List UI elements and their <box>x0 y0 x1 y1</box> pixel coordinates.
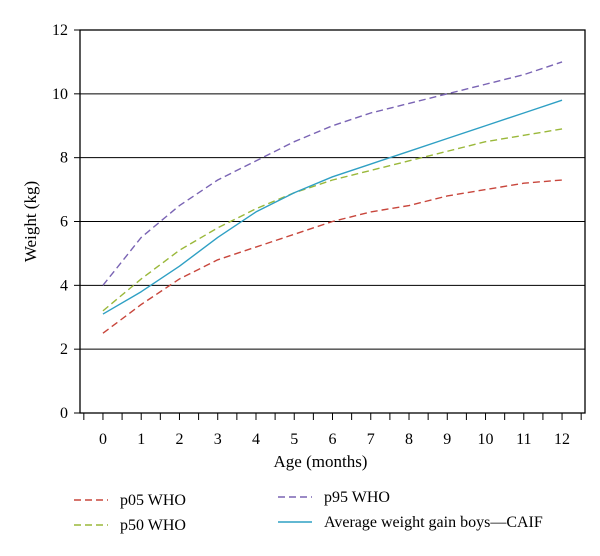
y-tick-label: 2 <box>60 341 68 358</box>
series-line <box>102 61 563 286</box>
y-tick-label: 12 <box>52 22 68 39</box>
y-tick-label: 10 <box>52 86 68 103</box>
series-line <box>102 179 563 334</box>
x-tick-label: 10 <box>478 431 494 448</box>
x-axis-title: Age (months) <box>274 452 368 471</box>
y-axis-title: Weight (kg) <box>21 181 40 262</box>
y-tick-label: 6 <box>60 214 68 231</box>
legend-label: p50 WHO <box>120 517 186 534</box>
x-tick-label: 3 <box>214 431 222 448</box>
legend: p05 WHO p50 WHO p95 WHO Average weight gain… <box>74 489 543 534</box>
series-line <box>102 99 563 315</box>
x-tick-label: 11 <box>516 431 531 448</box>
x-tick-label: 7 <box>367 431 375 448</box>
y-tick-label: 4 <box>60 277 68 294</box>
legend-label: p95 WHO <box>324 489 390 506</box>
x-tick-label: 0 <box>99 431 107 448</box>
series-line <box>102 128 563 312</box>
x-tick-label: 1 <box>137 431 145 448</box>
x-tick-label: 12 <box>554 431 570 448</box>
x-tick-label: 8 <box>405 431 413 448</box>
series-lines <box>102 61 563 334</box>
y-tick-label: 0 <box>60 405 68 422</box>
y-tick-label: 8 <box>60 150 68 167</box>
legend-label: Average weight gain boys—CAIF <box>324 514 543 531</box>
x-tick-label: 4 <box>252 431 260 448</box>
x-tick-label: 5 <box>290 431 298 448</box>
x-tick-label: 2 <box>175 431 183 448</box>
legend-label: p05 WHO <box>120 492 186 509</box>
x-tick-label: 9 <box>443 431 451 448</box>
x-tick-label: 6 <box>329 431 337 448</box>
